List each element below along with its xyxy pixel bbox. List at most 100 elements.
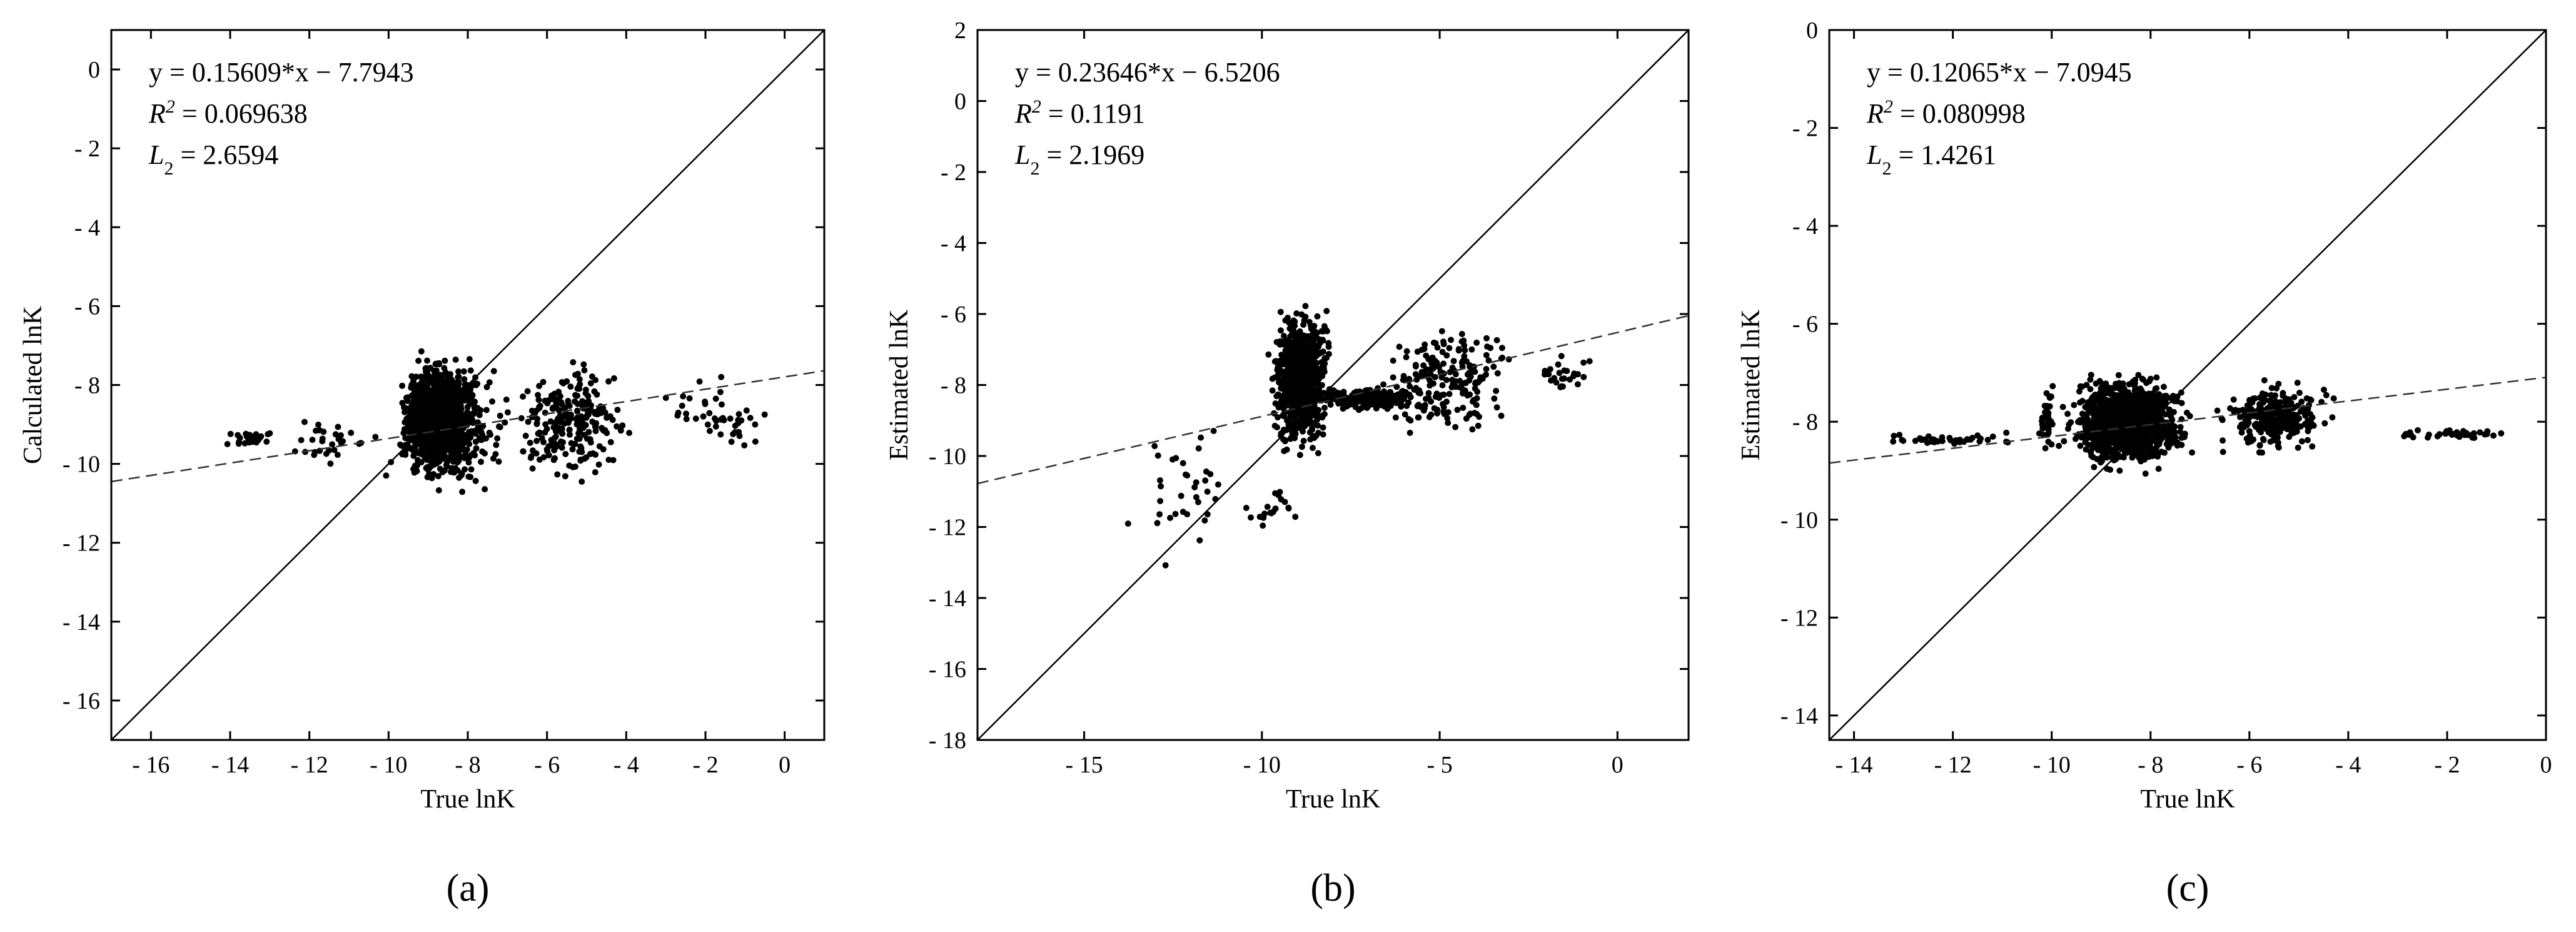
data-point-730 bbox=[1311, 353, 1318, 360]
data-point-1281 bbox=[2294, 380, 2301, 386]
data-point-1486 bbox=[2436, 431, 2443, 438]
data-point-1021 bbox=[1473, 339, 1480, 346]
data-point-1083 bbox=[476, 435, 483, 442]
data-point-1539 bbox=[323, 450, 330, 457]
data-point-1422 bbox=[2272, 392, 2278, 399]
data-point-1265 bbox=[1191, 484, 1198, 490]
data-point-1146 bbox=[2093, 411, 2100, 418]
data-point-1160 bbox=[440, 438, 447, 445]
data-point-1112 bbox=[2077, 442, 2084, 449]
y-tick-label: - 4 bbox=[941, 231, 966, 257]
data-point-1474 bbox=[679, 402, 685, 409]
data-point-806 bbox=[412, 394, 419, 401]
data-point-1097 bbox=[2154, 392, 2161, 399]
data-point-1417 bbox=[595, 461, 602, 468]
data-point-1179 bbox=[1460, 337, 1467, 344]
data-point-1141 bbox=[1423, 352, 1430, 359]
data-point-1265 bbox=[626, 430, 633, 437]
data-point-1396 bbox=[2296, 415, 2303, 422]
data-point-1193 bbox=[432, 460, 438, 467]
y-tick-label: - 10 bbox=[929, 443, 966, 470]
data-point-1437 bbox=[536, 429, 543, 436]
data-point-1530 bbox=[348, 430, 355, 436]
data-point-795 bbox=[1295, 395, 1301, 402]
data-point-752 bbox=[2076, 399, 2083, 406]
y-tick-label: - 12 bbox=[63, 530, 100, 557]
data-point-1051 bbox=[1454, 407, 1461, 413]
data-point-749 bbox=[1304, 353, 1311, 360]
data-point-923 bbox=[472, 477, 479, 484]
data-point-1159 bbox=[437, 388, 443, 395]
data-point-1386 bbox=[542, 397, 548, 404]
data-point-1342 bbox=[559, 430, 566, 437]
data-point-1429 bbox=[536, 383, 543, 390]
data-point-1010 bbox=[1376, 390, 1383, 397]
data-point-1542 bbox=[316, 427, 323, 433]
data-point-816 bbox=[403, 415, 410, 422]
data-point-383 bbox=[1315, 450, 1321, 457]
data-point-1161 bbox=[1407, 417, 1414, 424]
regression-fit-line bbox=[1829, 377, 2546, 464]
l2-norm-annotation: L2 = 2.1969 bbox=[1014, 139, 1144, 179]
data-point-1149 bbox=[1473, 402, 1480, 408]
data-point-770 bbox=[1292, 430, 1299, 437]
data-point-1407 bbox=[578, 445, 585, 452]
data-point-1314 bbox=[2298, 398, 2305, 405]
data-point-1480 bbox=[2471, 435, 2478, 441]
data-point-1506 bbox=[224, 441, 231, 447]
data-point-1285 bbox=[600, 446, 607, 453]
data-point-391 bbox=[2087, 376, 2094, 383]
data-point-1370 bbox=[2320, 387, 2327, 393]
data-point-1128 bbox=[2183, 409, 2190, 416]
data-point-1324 bbox=[2295, 444, 2301, 451]
data-point-947 bbox=[404, 426, 411, 433]
data-point-1278 bbox=[1151, 443, 1158, 450]
data-point-1479 bbox=[2459, 430, 2466, 437]
data-point-1126 bbox=[2133, 415, 2139, 422]
data-point-1304 bbox=[540, 438, 547, 445]
data-point-1324 bbox=[610, 375, 617, 382]
data-point-672 bbox=[1296, 452, 1303, 458]
data-point-1197 bbox=[2117, 415, 2124, 422]
data-point-1431 bbox=[2261, 397, 2268, 403]
data-point-766 bbox=[1286, 325, 1293, 332]
scatter-series bbox=[224, 348, 768, 495]
data-point-1162 bbox=[1467, 373, 1474, 380]
data-point-1067 bbox=[2149, 428, 2156, 435]
data-point-1480 bbox=[735, 411, 742, 418]
data-point-648 bbox=[1278, 358, 1285, 365]
y-tick-label: - 2 bbox=[941, 160, 966, 186]
data-point-1438 bbox=[2220, 437, 2226, 444]
data-point-1133 bbox=[418, 435, 425, 442]
data-point-1180 bbox=[2111, 453, 2118, 460]
data-point-1239 bbox=[1558, 383, 1565, 390]
data-point-1435 bbox=[580, 361, 587, 368]
data-point-1472 bbox=[675, 409, 682, 416]
fit-equation: y = 0.15609*x − 7.7943 bbox=[149, 57, 414, 88]
data-point-1465 bbox=[761, 411, 768, 418]
identity-line bbox=[977, 30, 1689, 740]
data-point-1018 bbox=[411, 408, 417, 415]
data-point-529 bbox=[2178, 400, 2185, 407]
x-tick-label: - 14 bbox=[1835, 752, 1872, 778]
data-point-1216 bbox=[1393, 400, 1400, 407]
data-point-1186 bbox=[495, 423, 502, 430]
r-squared-annotation: R2 = 0.080998 bbox=[1866, 96, 2026, 129]
data-point-1103 bbox=[448, 418, 455, 425]
data-point-727 bbox=[1278, 352, 1285, 358]
data-point-1288 bbox=[1275, 492, 1282, 499]
data-point-719 bbox=[1297, 338, 1304, 345]
data-point-1400 bbox=[565, 419, 572, 426]
data-point-1213 bbox=[1458, 331, 1465, 337]
data-point-1065 bbox=[418, 393, 425, 400]
data-point-1454 bbox=[700, 413, 707, 420]
data-point-1126 bbox=[1472, 368, 1478, 375]
data-point-1525 bbox=[298, 437, 305, 443]
chart-panel-1: - 16 - 14 - 12 - 10 - 8 - 6 - 4 - 2 0 - 16 - 14 - 1… bbox=[19, 29, 826, 909]
x-tick-label: - 4 bbox=[614, 752, 639, 778]
data-point-1297 bbox=[1264, 504, 1271, 510]
data-point-835 bbox=[2088, 448, 2094, 454]
data-point-1409 bbox=[567, 383, 574, 390]
data-point-1165 bbox=[436, 441, 443, 448]
data-point-734 bbox=[1293, 363, 1300, 370]
